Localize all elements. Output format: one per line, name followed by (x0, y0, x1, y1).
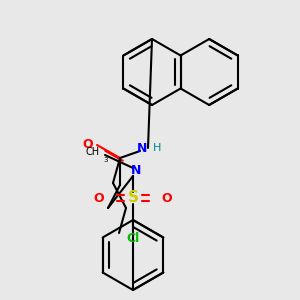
Text: CH: CH (86, 147, 100, 157)
Text: H: H (153, 143, 161, 153)
Text: Cl: Cl (126, 232, 140, 244)
Text: N: N (131, 164, 141, 176)
Text: O: O (94, 191, 104, 205)
Text: O: O (83, 139, 93, 152)
Text: S: S (128, 190, 139, 206)
Text: 3: 3 (104, 157, 108, 163)
Text: O: O (162, 191, 172, 205)
Text: N: N (137, 142, 147, 154)
